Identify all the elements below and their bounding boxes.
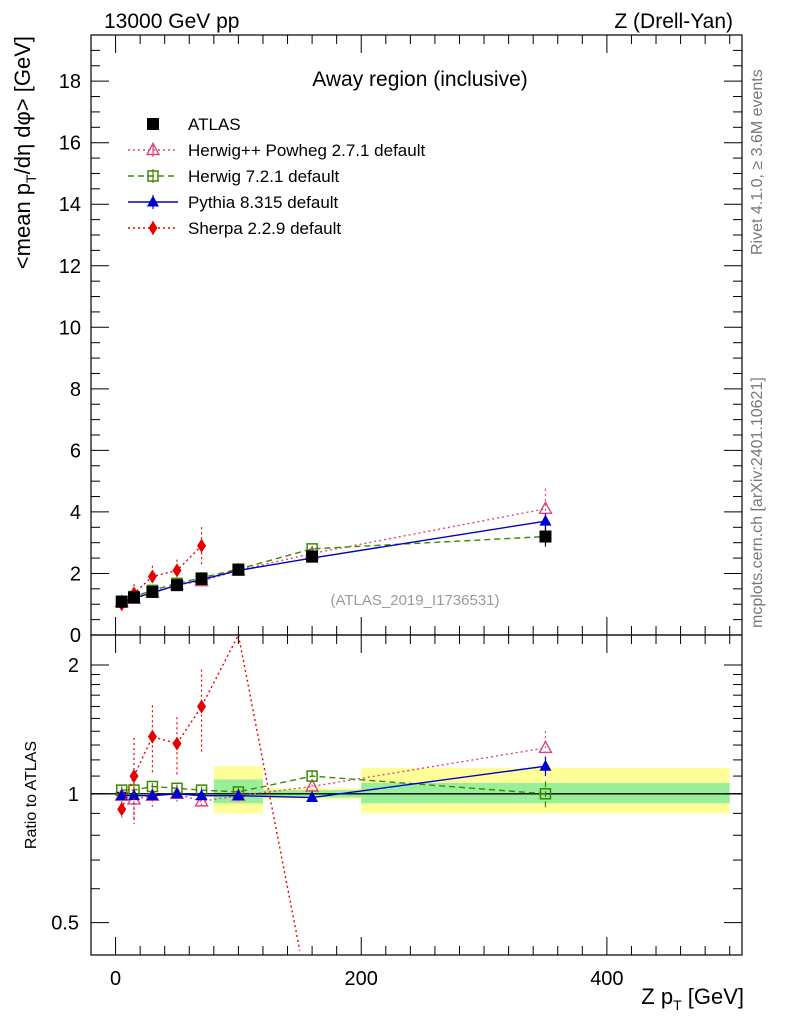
main-y-tick-label: 6 — [70, 440, 81, 462]
ratio-y-label: Ratio to ATLAS — [23, 741, 40, 849]
main-data-point — [172, 563, 182, 578]
main-y-label: <mean pT/dη dφ> [GeV] — [10, 36, 39, 269]
x-tick-label: 400 — [590, 968, 623, 990]
rivet-label: Rivet 4.1.0, ≥ 3.6M events — [749, 69, 766, 255]
legend-label: Herwig++ Powheg 2.7.1 default — [188, 141, 425, 160]
header-right: Z (Drell-Yan) — [614, 10, 733, 33]
main-data-point — [232, 563, 245, 576]
ratio-data-point — [117, 802, 127, 817]
ratio-data-point — [129, 769, 139, 784]
main-data-point — [115, 595, 128, 608]
main-series-atlas — [115, 527, 552, 608]
mcplots-label: mcplots.cern.ch [arXiv:2401.10621] — [749, 377, 766, 628]
ratio-y-tick-label: 1 — [68, 784, 79, 806]
legend-item: Herwig++ Powheg 2.7.1 default — [128, 141, 425, 160]
main-y-tick-label: 10 — [59, 317, 81, 339]
ratio-series-pythia-8-315-default — [115, 756, 552, 803]
ratio-y-axis: 0.5 1 2 — [51, 655, 742, 935]
main-line — [121, 508, 546, 603]
main-data-point — [306, 550, 319, 563]
main-data-point — [147, 569, 157, 584]
main-plot-content — [114, 488, 553, 612]
main-line — [121, 520, 546, 603]
main-y-axis: 0 2 4 6 8 10 12 14 16 18 — [59, 34, 742, 647]
ratio-frame — [90, 634, 743, 956]
ratio-data-point — [146, 789, 159, 801]
main-data-point — [146, 585, 159, 598]
main-y-tick-label: 12 — [59, 256, 81, 278]
main-title: Away region (inclusive) — [312, 68, 528, 91]
ratio-data-point — [194, 793, 209, 807]
main-data-point — [197, 538, 207, 553]
main-data-point — [127, 591, 140, 604]
legend-item: Herwig 7.2.1 default — [128, 167, 339, 186]
legend-label: Herwig 7.2.1 default — [188, 167, 339, 186]
ratio-data-point — [170, 787, 183, 799]
legend-marker — [147, 195, 159, 207]
ratio-y-tick-label: 2 — [68, 655, 79, 677]
legend-item: Sherpa 2.2.9 default — [128, 219, 341, 238]
main-data-point — [195, 573, 208, 585]
ratio-data-point — [539, 759, 552, 771]
main-y-tick-label: 2 — [70, 563, 81, 585]
ratio-data-point — [306, 791, 319, 803]
ratio-series-sherpa-2-2-9-default — [117, 635, 301, 951]
header-left: 13000 GeV pp — [104, 10, 239, 33]
main-y-tick-label: 8 — [70, 379, 81, 401]
ratio-data-point — [195, 789, 208, 801]
x-axis-label: Z pT [GeV] — [641, 984, 744, 1013]
ratio-data-point — [539, 788, 552, 800]
watermark: (ATLAS_2019_I1736531) — [330, 592, 499, 609]
main-data-point — [538, 500, 553, 515]
main-data-point — [539, 514, 552, 526]
legend-item: ATLAS — [147, 115, 241, 134]
ratio-data-point — [147, 729, 157, 744]
ratio-plot-content — [91, 635, 742, 951]
main-y-tick-label: 18 — [59, 71, 81, 93]
main-line — [121, 535, 546, 602]
main-data-point — [539, 530, 552, 543]
ratio-data-point — [172, 736, 182, 751]
ratio-panel: 0.5 1 2 0 200 400 Ratio to ATLAS Z pT [GeV] — [23, 634, 744, 1013]
ratio-data-point — [304, 778, 320, 792]
x-tick-label: 200 — [345, 968, 378, 990]
ratio-data-point — [232, 789, 245, 801]
legend-marker — [145, 142, 161, 156]
legend-marker — [147, 170, 159, 182]
ratio-x-axis: 0 200 400 — [110, 635, 731, 990]
ratio-data-point — [197, 699, 207, 714]
ratio-line — [121, 775, 546, 795]
legend-item: Pythia 8.315 default — [128, 193, 339, 212]
legend: ATLAS Herwig++ Powheg 2.7.1 default Herwig… — [128, 115, 425, 238]
ratio-data-point — [306, 770, 318, 782]
legend-label: Pythia 8.315 default — [188, 193, 339, 212]
ratio-y-tick-label: 0.5 — [51, 913, 79, 935]
main-data-point — [170, 579, 183, 592]
legend-label: ATLAS — [188, 115, 241, 134]
main-y-tick-label: 16 — [59, 133, 81, 155]
legend-marker — [147, 118, 159, 130]
x-tick-label: 0 — [110, 968, 121, 990]
legend-marker — [148, 221, 158, 235]
main-x-ticks — [115, 35, 731, 635]
main-y-tick-label: 0 — [70, 625, 81, 647]
main-y-tick-label: 4 — [70, 502, 81, 524]
legend-label: Sherpa 2.2.9 default — [188, 219, 341, 238]
ratio-data-point — [115, 789, 128, 801]
ratio-data-point — [538, 739, 553, 754]
main-y-tick-label: 14 — [59, 194, 81, 216]
